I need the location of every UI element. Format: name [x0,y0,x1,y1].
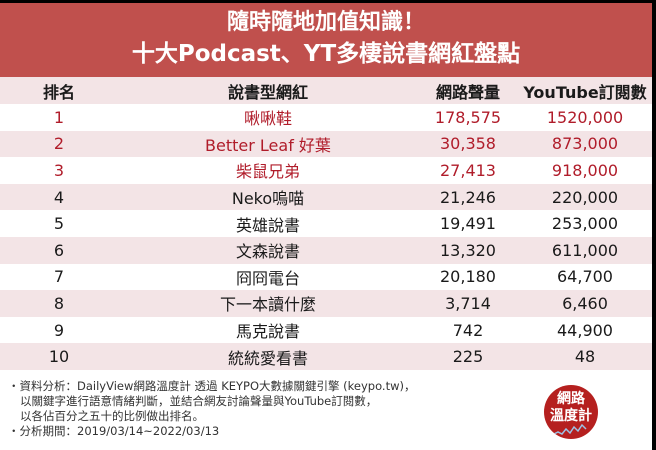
table-row: 4 Neko嗚喵 21,246 220,000 [0,183,652,211]
rank: 3 [53,160,65,180]
rank: 10 [0,343,118,370]
rank: 1 [53,107,65,127]
subs: 64,700 [557,267,613,287]
subs: 6,460 [518,290,652,317]
name: 啾啾鞋 [243,109,292,129]
subs: 220,000 [518,183,652,211]
table-row: 10 統統愛看書 225 48 [0,343,652,370]
name: Neko嗚喵 [118,183,418,211]
note-analysis-cont-1: 以關鍵字進行語意情緒判斷，並結合網友討論聲量與YouTube訂閱數， [20,394,378,408]
header-rank: 排名 [0,77,118,104]
subs: 253,000 [551,214,619,234]
rank: 9 [53,320,65,340]
title-line-1: 隨時隨地加值知識！ [226,10,425,35]
table-row: 6 文森說書 13,320 611,000 [0,236,652,264]
name: 下一本讀什麼 [118,290,418,317]
table-row: 7 冏冏電台 20,180 64,700 [0,264,652,291]
name: 柴鼠兄弟 [235,162,300,182]
volume: 225 [418,343,518,370]
note-analysis: ・資料分析：DailyView網路溫度計 透過 KEYPO大數據關鍵引擎 (ke… [8,379,416,393]
name: Better Leaf 好葉 [118,130,418,158]
name: 英雄說書 [235,215,300,235]
dailyview-logo: 網路 溫度計 [544,385,598,439]
table-row: 3 柴鼠兄弟 27,413 918,000 [0,157,652,184]
subs: 611,000 [518,236,652,264]
subs: 44,900 [557,320,613,340]
subs: 873,000 [518,130,652,158]
header-subs: YouTube訂閱數 [518,77,652,104]
table-row: 5 英雄說書 19,491 253,000 [0,210,652,237]
rank: 6 [0,236,118,264]
logo-line-2: 溫度計 [550,408,592,424]
volume: 13,320 [418,236,518,264]
rank: 8 [0,290,118,317]
table-row: 8 下一本讀什麼 3,714 6,460 [0,290,652,317]
header-name: 說書型網紅 [118,77,418,104]
subs: 48 [518,343,652,370]
volume: 19,491 [440,214,496,234]
rank: 5 [53,214,65,234]
rank: 2 [0,130,118,158]
volume: 178,575 [434,107,502,127]
wave-line-icon [551,423,587,436]
header-volume: 網路聲量 [418,77,518,104]
table-row: 9 馬克說書 742 44,900 [0,317,652,344]
name: 統統愛看書 [118,343,418,370]
volume: 3,714 [418,290,518,317]
volume: 742 [452,320,484,340]
rank: 4 [0,183,118,211]
title-line-2: 十大Podcast、YT多棲說書網紅盤點 [131,41,521,67]
logo-line-1: 網路 [557,391,585,407]
subs: 918,000 [551,160,619,180]
volume: 21,246 [418,183,518,211]
name: 馬克說書 [235,322,300,342]
volume: 30,358 [418,130,518,158]
footnotes: ・資料分析：DailyView網路溫度計 透過 KEYPO大數據關鍵引擎 (ke… [8,379,508,439]
table-header-row: 排名 說書型網紅 網路聲量 YouTube訂閱數 [0,77,652,104]
note-period: ・分析期間：2019/03/14~2022/03/13 [8,424,220,438]
note-analysis-cont-2: 以各佔百分之五十的比例做出排名。 [20,409,204,423]
rank: 7 [53,267,65,287]
table-row: 1 啾啾鞋 178,575 1520,000 [0,104,652,131]
name: 文森說書 [118,236,418,264]
volume: 20,180 [440,267,496,287]
title-banner: 隨時隨地加值知識！ 十大Podcast、YT多棲說書網紅盤點 [0,3,652,77]
infographic: 隨時隨地加值知識！ 十大Podcast、YT多棲說書網紅盤點 排名 說書型網紅 … [0,3,652,450]
subs: 1520,000 [546,107,624,127]
volume: 27,413 [440,160,496,180]
name: 冏冏電台 [235,268,300,288]
table-row: 2 Better Leaf 好葉 30,358 873,000 [0,130,652,158]
ranking-table: 排名 說書型網紅 網路聲量 YouTube訂閱數 1 啾啾鞋 178,575 1… [0,77,652,370]
